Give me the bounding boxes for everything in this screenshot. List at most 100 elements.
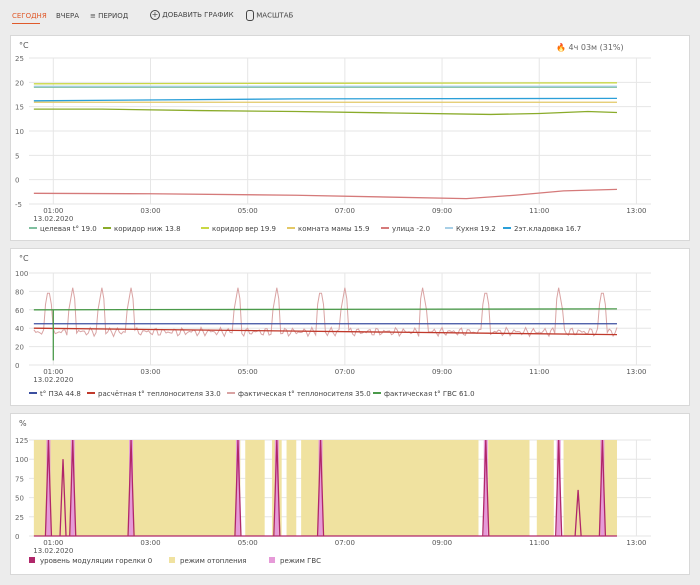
scale-button[interactable]: МАСШТАБ bbox=[246, 10, 293, 21]
series-line bbox=[33, 108, 618, 116]
x-tick-label: 01:00 bbox=[43, 207, 63, 215]
y-tick-label: 0 bbox=[15, 533, 19, 541]
dhw-mode-band bbox=[129, 440, 134, 536]
dhw-mode-band bbox=[600, 440, 605, 536]
add-chart-label: ДОБАВИТЬ ГРАФИК bbox=[162, 11, 234, 19]
y-tick-label: 60 bbox=[15, 307, 24, 315]
x-tick-label: 05:00 bbox=[238, 539, 258, 547]
temperature-panel: °C -5 0 5 10 15 20 25 01:00 13.02.2020 03:00 05:00 0… bbox=[10, 35, 690, 241]
heating-mode-band bbox=[488, 440, 530, 536]
x-tick-date: 13.02.2020 bbox=[33, 547, 73, 555]
y-tick-label: 25 bbox=[15, 514, 24, 522]
y-tick-label: 20 bbox=[15, 79, 24, 87]
legend-entry: целевая t° 19.0 bbox=[40, 225, 97, 233]
y-tick-label: 100 bbox=[15, 270, 28, 278]
legend-entry: фактическая t° ГВС 61.0 bbox=[384, 390, 475, 398]
modulation-peak bbox=[555, 439, 563, 537]
unit-label: % bbox=[19, 419, 27, 428]
modulation-peak bbox=[127, 439, 135, 537]
legend-swatch bbox=[29, 557, 35, 563]
y-tick-label: 75 bbox=[15, 475, 24, 483]
toolbar: СЕГОДНЯ ВЧЕРА ≡ ПЕРИОД + ДОБАВИТЬ ГРАФИК… bbox=[0, 0, 700, 30]
heating-mode-band bbox=[286, 440, 297, 536]
y-tick-label: 15 bbox=[15, 104, 24, 112]
legend-entry: уровень модуляции горелки 0 bbox=[40, 557, 152, 565]
x-tick-label: 03:00 bbox=[140, 207, 160, 215]
calendar-icon: ≡ bbox=[90, 12, 96, 20]
x-tick-label: 03:00 bbox=[140, 539, 160, 547]
legend-entry: фактическая t° теплоносителя 35.0 bbox=[238, 390, 371, 398]
legend-entry: режим ГВС bbox=[280, 557, 321, 565]
legend-entry: коридор вер 19.9 bbox=[212, 225, 276, 233]
x-tick-label: 13:00 bbox=[626, 539, 646, 547]
x-tick-label: 07:00 bbox=[335, 539, 355, 547]
legend-entry: 2эт.кладовка 16.7 bbox=[514, 225, 581, 233]
add-chart-button[interactable]: + ДОБАВИТЬ ГРАФИК bbox=[150, 10, 234, 20]
heating-mode-band bbox=[33, 440, 241, 536]
dhw-mode-band bbox=[235, 440, 240, 536]
legend-entry: коридор ниж 13.8 bbox=[114, 225, 181, 233]
period-label: ПЕРИОД bbox=[98, 12, 129, 20]
series-line bbox=[33, 82, 617, 85]
mouse-icon bbox=[246, 10, 254, 21]
y-tick-label: 50 bbox=[15, 495, 24, 503]
heating-mode-band bbox=[563, 440, 617, 536]
modulation-peak bbox=[59, 459, 67, 537]
x-tick-label: 01:00 bbox=[43, 368, 63, 376]
x-tick-label: 13:00 bbox=[626, 368, 646, 376]
today-tab[interactable]: СЕГОДНЯ bbox=[12, 12, 47, 20]
x-tick-label: 05:00 bbox=[238, 368, 258, 376]
dhw-mode-band bbox=[274, 440, 279, 536]
modulation-peak bbox=[574, 489, 582, 537]
modulation-peak bbox=[69, 439, 77, 537]
series-line bbox=[33, 308, 617, 311]
x-tick-label: 09:00 bbox=[432, 368, 452, 376]
y-tick-label: 100 bbox=[15, 456, 28, 464]
legend-entry: t° ПЗА 44.8 bbox=[40, 390, 81, 398]
series-line bbox=[33, 188, 618, 200]
unit-label: °C bbox=[19, 254, 29, 263]
scale-label: МАСШТАБ bbox=[256, 11, 294, 20]
x-tick-label: 11:00 bbox=[529, 539, 549, 547]
heating-mode-band bbox=[245, 440, 265, 536]
heating-mode-band bbox=[301, 440, 479, 536]
modulation-peak bbox=[44, 439, 53, 537]
dhw-mode-band bbox=[483, 440, 488, 536]
yesterday-tab[interactable]: ВЧЕРА bbox=[56, 12, 80, 20]
dhw-mode-band bbox=[318, 440, 323, 536]
heating-time-badge: 🔥 4ч 03м (31%) bbox=[556, 42, 624, 52]
y-tick-label: -5 bbox=[15, 201, 22, 209]
x-tick-label: 13:00 bbox=[626, 207, 646, 215]
burner-mode-panel: % 0 25 50 75 100 125 01:00 13.02.2020 03:00 05:00 0… bbox=[10, 413, 690, 575]
dhw-mode-band bbox=[70, 440, 75, 536]
x-tick-date: 13.02.2020 bbox=[33, 215, 73, 223]
legend-entry: улица -2.0 bbox=[392, 225, 430, 233]
y-tick-label: 20 bbox=[15, 344, 24, 352]
x-tick-label: 11:00 bbox=[529, 368, 549, 376]
legend-swatch bbox=[169, 557, 175, 563]
modulation-peak bbox=[234, 439, 242, 537]
add-circle-icon: + bbox=[150, 10, 160, 20]
boiler-temperature-panel: °C 0 20 40 60 80 100 01:00 13.02.2020 03:00 05:00 0… bbox=[10, 248, 690, 406]
x-tick-label: 09:00 bbox=[432, 207, 452, 215]
dhw-mode-band bbox=[46, 440, 51, 536]
y-tick-label: 5 bbox=[15, 152, 19, 160]
x-tick-label: 01:00 bbox=[43, 539, 63, 547]
unit-label: °C bbox=[19, 41, 29, 50]
y-tick-label: 0 bbox=[15, 177, 19, 185]
y-tick-label: 10 bbox=[15, 128, 24, 136]
modulation-peak bbox=[273, 439, 281, 537]
legend-entry: расчётная t° теплоносителя 33.0 bbox=[98, 390, 221, 398]
modulation-peak bbox=[482, 439, 490, 537]
x-tick-label: 11:00 bbox=[529, 207, 549, 215]
y-tick-label: 25 bbox=[15, 55, 24, 63]
y-tick-label: 0 bbox=[15, 362, 19, 370]
active-tab-underline bbox=[12, 23, 40, 24]
period-tab[interactable]: ≡ ПЕРИОД bbox=[90, 12, 128, 20]
modulation-peak bbox=[598, 439, 607, 537]
x-tick-date: 13.02.2020 bbox=[33, 376, 73, 384]
series-line bbox=[33, 327, 617, 336]
